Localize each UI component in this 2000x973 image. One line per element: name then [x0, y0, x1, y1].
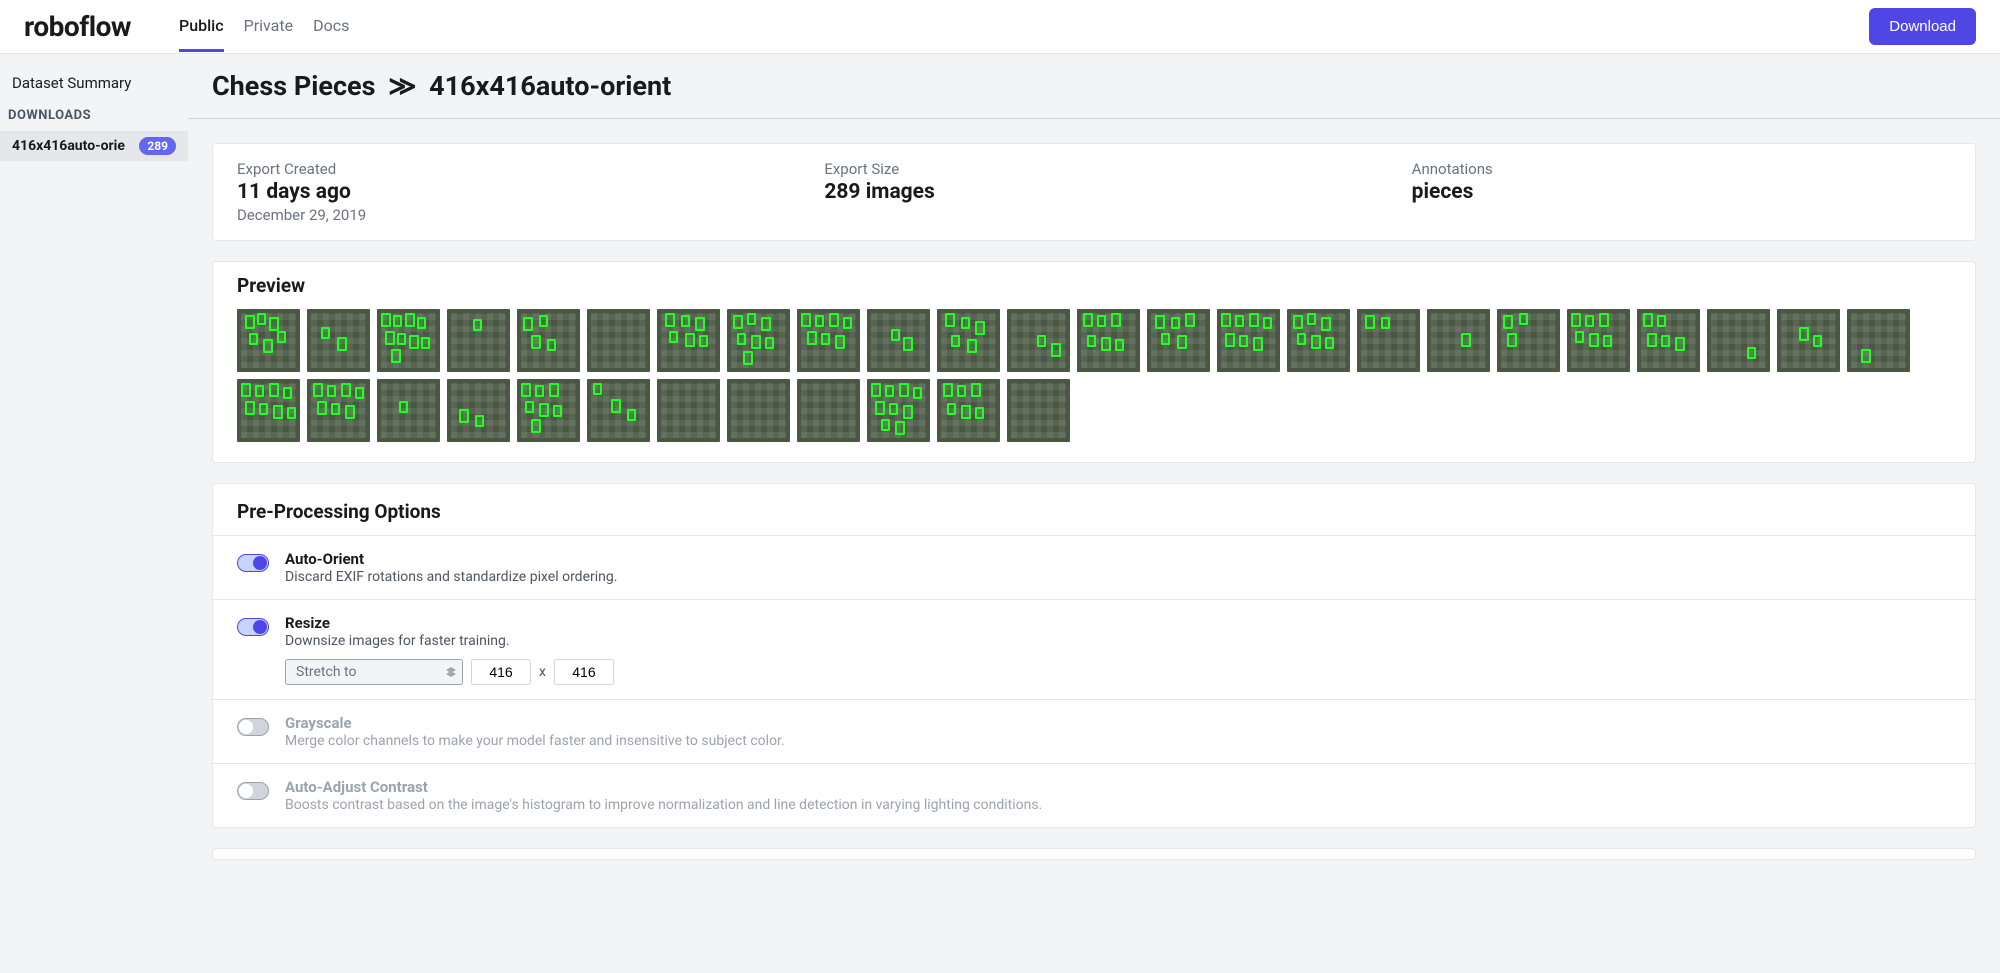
title-separator: ≫ — [382, 70, 422, 102]
preview-thumbnail[interactable] — [1287, 309, 1350, 372]
resize-mode-select[interactable]: Stretch to — [285, 659, 463, 685]
preview-thumbnail[interactable] — [1637, 309, 1700, 372]
option-desc: Boosts contrast based on the image's his… — [285, 797, 1951, 813]
summary-annotations-value: pieces — [1412, 180, 1951, 204]
preview-thumbnail[interactable] — [377, 379, 440, 442]
sidebar: Dataset Summary DOWNLOADS 416x416auto-or… — [0, 54, 188, 973]
preview-thumbnail[interactable] — [517, 309, 580, 372]
preview-card: Preview — [212, 261, 1976, 463]
option-toggle[interactable] — [237, 782, 269, 800]
preview-thumbnail[interactable] — [797, 379, 860, 442]
preview-thumbnail[interactable] — [1007, 379, 1070, 442]
summary-size-value: 289 images — [824, 180, 1363, 204]
sidebar-download-label: 416x416auto-orie — [12, 138, 125, 154]
preview-thumbnail[interactable] — [727, 309, 790, 372]
preview-thumbnail[interactable] — [587, 379, 650, 442]
summary-created-sub: December 29, 2019 — [237, 206, 776, 224]
title-dataset: Chess Pieces — [212, 70, 375, 102]
options-title: Pre-Processing Options — [213, 484, 1975, 535]
preview-thumbnail[interactable] — [1707, 309, 1770, 372]
preview-thumbnail[interactable] — [937, 309, 1000, 372]
main: Chess Pieces ≫ 416x416auto-orient Export… — [188, 54, 2000, 973]
option-name: Auto-Orient — [285, 550, 1951, 568]
sidebar-download-item[interactable]: 416x416auto-orie 289 — [0, 131, 188, 161]
option-desc: Merge color channels to make your model … — [285, 733, 1951, 749]
preview-thumbnail[interactable] — [1847, 309, 1910, 372]
nav-tabs: Public Private Docs — [179, 2, 349, 52]
preview-thumbnail[interactable] — [587, 309, 650, 372]
summary-annotations-label: Annotations — [1412, 160, 1951, 178]
summary-card: Export Created 11 days ago December 29, … — [212, 143, 1976, 241]
title-export: 416x416auto-orient — [429, 70, 671, 102]
preview-thumbnail[interactable] — [657, 379, 720, 442]
preview-thumbnail[interactable] — [1147, 309, 1210, 372]
nav-tab-private[interactable]: Private — [244, 2, 293, 52]
option-row-auto-adjust-contrast: Auto-Adjust ContrastBoosts contrast base… — [213, 763, 1975, 827]
page-title: Chess Pieces ≫ 416x416auto-orient — [188, 70, 2000, 119]
header: roboflow Public Private Docs Download — [0, 0, 2000, 54]
preview-thumbnail[interactable] — [1777, 309, 1840, 372]
preview-thumbnail[interactable] — [517, 379, 580, 442]
options-card: Pre-Processing Options Auto-OrientDiscar… — [212, 483, 1976, 828]
nav-tab-docs[interactable]: Docs — [313, 2, 349, 52]
preview-thumbnail[interactable] — [797, 309, 860, 372]
download-button[interactable]: Download — [1869, 8, 1976, 45]
preview-thumbnail[interactable] — [377, 309, 440, 372]
resize-width-input[interactable] — [471, 659, 531, 685]
preview-thumbnail[interactable] — [1567, 309, 1630, 372]
preview-thumbnail[interactable] — [1077, 309, 1140, 372]
preview-thumbnail[interactable] — [1427, 309, 1490, 372]
preview-thumbnail[interactable] — [447, 379, 510, 442]
preview-thumbnail[interactable] — [307, 379, 370, 442]
option-desc: Discard EXIF rotations and standardize p… — [285, 569, 1951, 585]
option-row-resize: ResizeDownsize images for faster trainin… — [213, 599, 1975, 699]
preview-thumbnail[interactable] — [237, 379, 300, 442]
preview-thumbnail[interactable] — [937, 379, 1000, 442]
preview-thumbnail[interactable] — [1357, 309, 1420, 372]
dimension-separator: x — [539, 664, 546, 680]
preview-thumbnail[interactable] — [237, 309, 300, 372]
preview-title: Preview — [237, 274, 1951, 297]
option-row-grayscale: GrayscaleMerge color channels to make yo… — [213, 699, 1975, 763]
summary-size-label: Export Size — [824, 160, 1363, 178]
logo[interactable]: roboflow — [24, 10, 131, 43]
preview-thumbnail[interactable] — [1217, 309, 1280, 372]
option-row-auto-orient: Auto-OrientDiscard EXIF rotations and st… — [213, 535, 1975, 599]
summary-created-label: Export Created — [237, 160, 776, 178]
option-toggle[interactable] — [237, 618, 269, 636]
preview-thumbnail[interactable] — [1497, 309, 1560, 372]
sidebar-download-badge: 289 — [139, 137, 176, 155]
sidebar-summary-link[interactable]: Dataset Summary — [0, 66, 188, 100]
option-name: Auto-Adjust Contrast — [285, 778, 1951, 796]
option-desc: Downsize images for faster training. — [285, 633, 1951, 649]
preview-thumbnail[interactable] — [1007, 309, 1070, 372]
sidebar-downloads-heading: DOWNLOADS — [0, 100, 188, 131]
preview-thumbnail[interactable] — [727, 379, 790, 442]
resize-height-input[interactable] — [554, 659, 614, 685]
option-toggle[interactable] — [237, 718, 269, 736]
preview-thumbnail[interactable] — [447, 309, 510, 372]
preview-thumbnail[interactable] — [307, 309, 370, 372]
nav-tab-public[interactable]: Public — [179, 2, 224, 52]
summary-created-value: 11 days ago — [237, 180, 776, 204]
preview-thumbnail[interactable] — [867, 379, 930, 442]
option-name: Resize — [285, 614, 1951, 632]
preview-grid — [237, 309, 1951, 442]
option-toggle[interactable] — [237, 554, 269, 572]
preview-thumbnail[interactable] — [867, 309, 930, 372]
preview-thumbnail[interactable] — [657, 309, 720, 372]
next-card-peek — [212, 848, 1976, 860]
option-name: Grayscale — [285, 714, 1951, 732]
